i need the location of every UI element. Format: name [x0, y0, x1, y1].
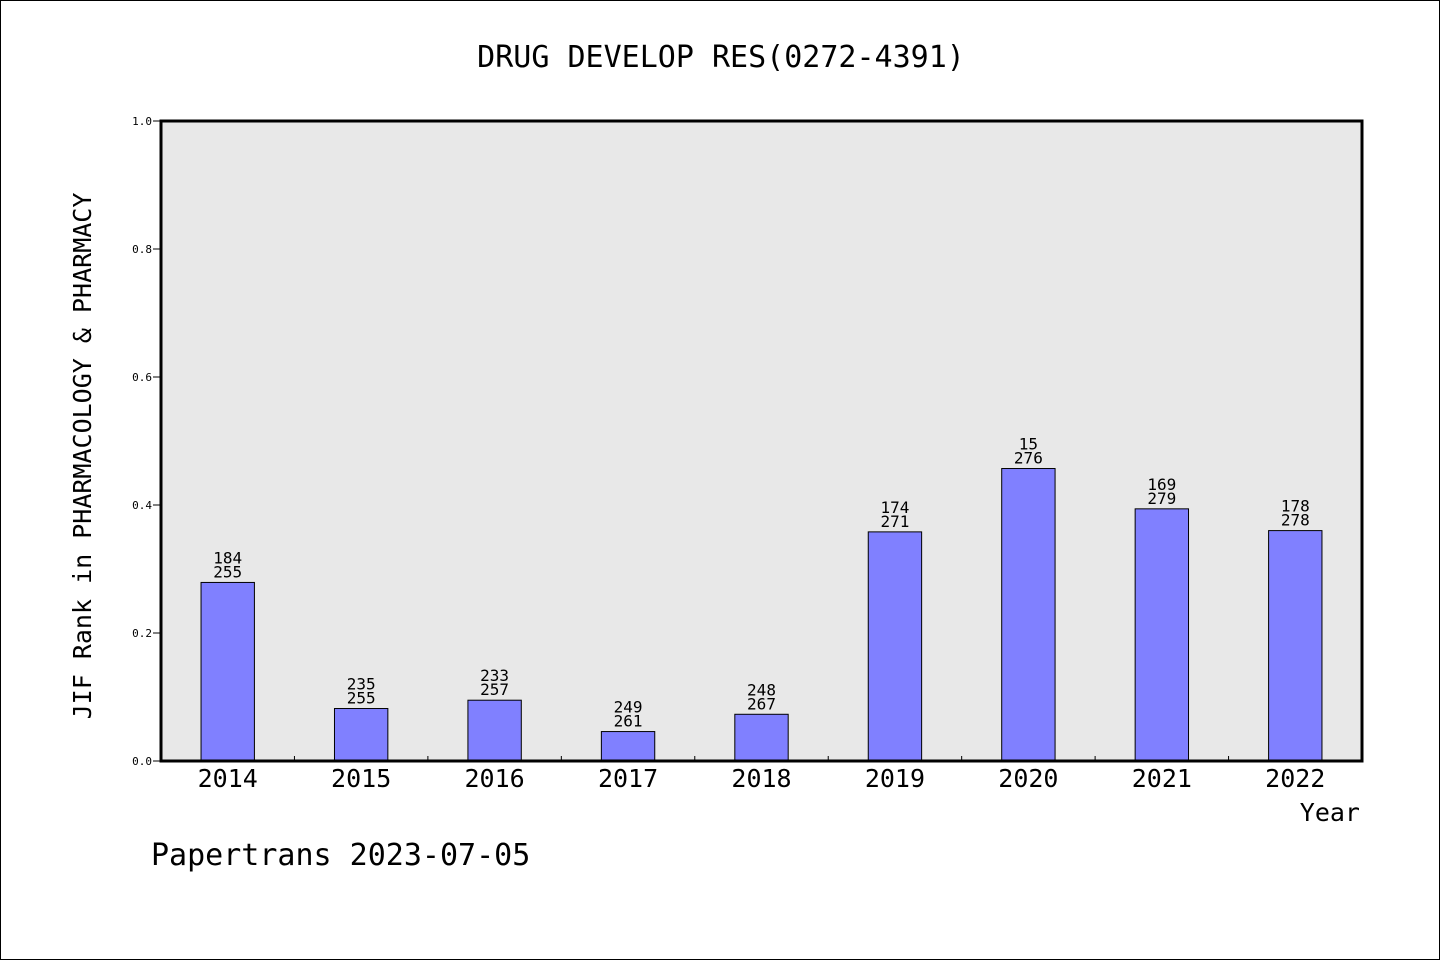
bar-2017: [600, 731, 656, 762]
y-tick-label: 1.0: [132, 115, 152, 128]
x-tick-label: 2015: [331, 764, 391, 793]
bar-2014: [200, 581, 255, 762]
bar-2016: [467, 699, 522, 762]
chart-title: DRUG DEVELOP RES(0272-4391): [477, 40, 965, 75]
data-labels-group: 1842552352552332572492612482671742711527…: [213, 435, 1309, 731]
y-tick-label: 0.8: [132, 243, 152, 256]
x-axis-label: Year: [1300, 798, 1360, 827]
x-tick-label: 2019: [865, 764, 925, 793]
bar-total-label: 279: [1147, 489, 1176, 508]
x-axis: 2014 2015 2016 2017 2018 2019 2020 2021 2022: [198, 756, 1325, 793]
bar-total-label: 255: [213, 562, 242, 581]
bar-total-label: 276: [1014, 449, 1043, 468]
bar-total-label: 255: [347, 689, 376, 708]
y-tick-label: 0.6: [132, 371, 152, 384]
bar-2015: [333, 708, 389, 762]
bar-rank-label: 174: [880, 498, 909, 517]
bar-rank-label: 249: [614, 698, 643, 717]
bar-total-label: 278: [1281, 511, 1310, 530]
bar-2021: [1134, 508, 1190, 762]
x-tick-label: 2021: [1132, 764, 1192, 793]
x-tick-label: 2020: [998, 764, 1058, 793]
bar-2022: [1268, 530, 1323, 762]
footer-credit: Papertrans 2023-07-05: [151, 838, 530, 873]
bar-rank-label: 184: [213, 548, 242, 567]
bars-group: [200, 468, 1323, 762]
bar-rank-label: 235: [347, 675, 376, 694]
x-tick-label: 2017: [598, 764, 658, 793]
plot-border: [159, 119, 1364, 763]
bar-rank-label: 15: [1019, 435, 1038, 454]
y-axis: 0.0 0.2 0.4 0.6 0.8 1.0: [132, 115, 161, 768]
bar-total-label: 257: [480, 680, 509, 699]
x-tick-label: 2018: [731, 764, 791, 793]
bar-total-label: 261: [614, 712, 643, 731]
y-tick-label: 0.0: [132, 755, 152, 768]
bar-rank-label: 248: [747, 680, 776, 699]
bar-rank-label: 233: [480, 666, 509, 685]
bar-rank-label: 178: [1281, 497, 1310, 516]
y-axis-label: JIF Rank in PHARMACOLOGY & PHARMACY: [68, 193, 97, 720]
bar-2019: [867, 531, 923, 762]
bar-2020: [1001, 468, 1056, 762]
x-tick-label: 2014: [198, 764, 258, 793]
x-tick-label: 2016: [465, 764, 525, 793]
bar-rank-label: 169: [1147, 475, 1176, 494]
x-tick-label: 2022: [1265, 764, 1325, 793]
y-tick-label: 0.4: [132, 499, 152, 512]
bar-2018: [734, 713, 789, 762]
bar-total-label: 267: [747, 694, 776, 713]
bar-total-label: 271: [880, 512, 909, 531]
y-tick-label: 0.2: [132, 627, 152, 640]
